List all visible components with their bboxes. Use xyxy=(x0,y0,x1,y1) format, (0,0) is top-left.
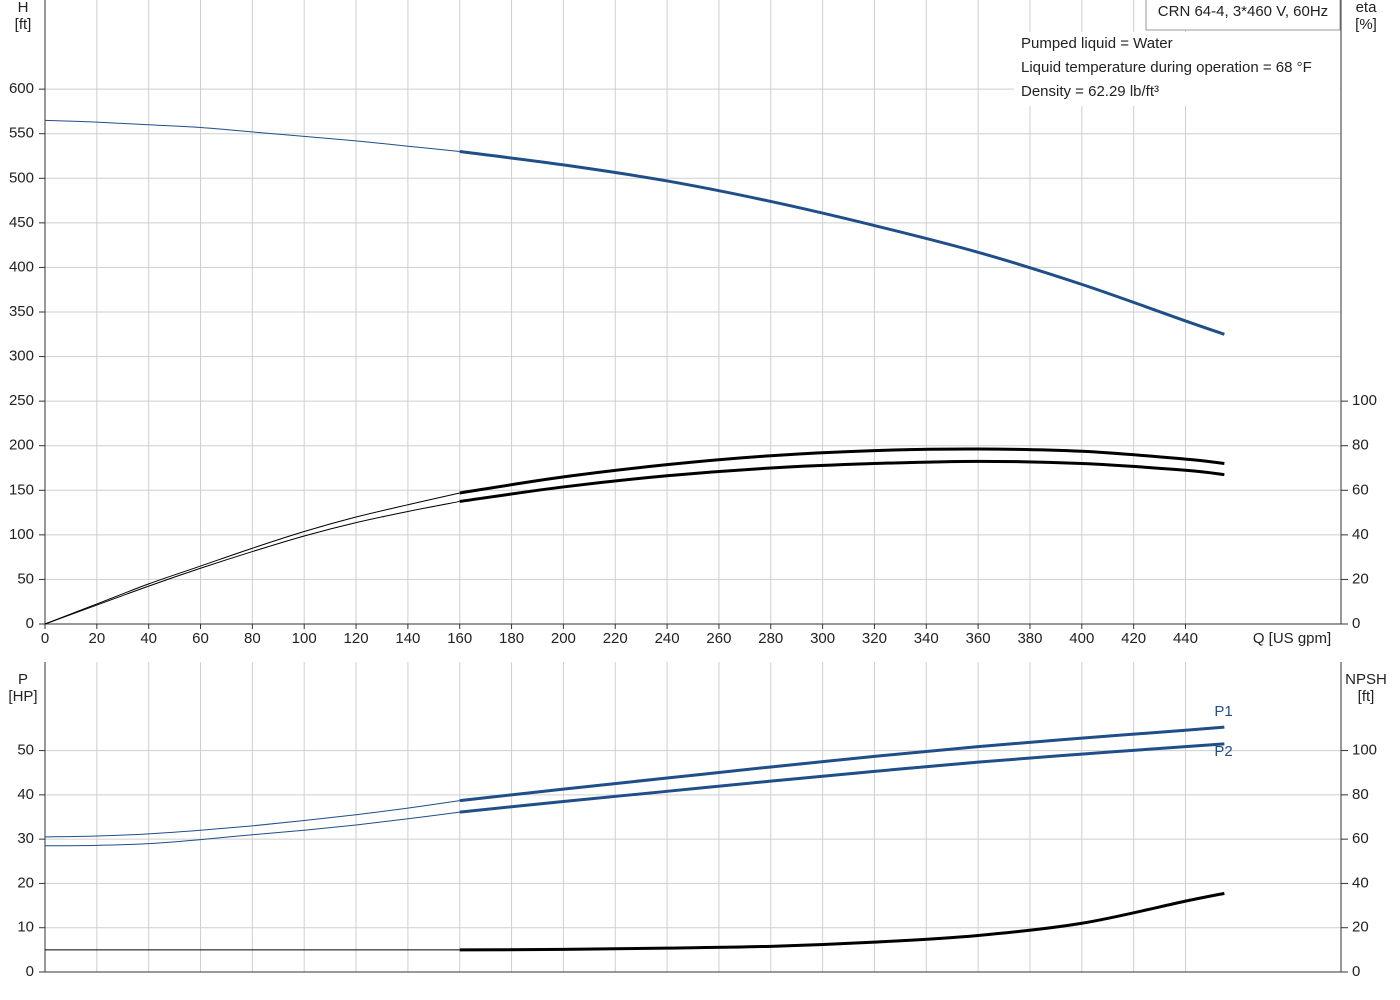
y2-tick-label: 100 xyxy=(1352,392,1377,409)
y-tick-label: 250 xyxy=(9,392,34,409)
y2-tick-label: 80 xyxy=(1352,786,1369,803)
y2-axis-label: NPSH xyxy=(1345,671,1387,688)
curve-thin xyxy=(44,800,460,838)
x-tick-label: 300 xyxy=(810,630,835,647)
y-tick-label: 200 xyxy=(9,437,34,454)
y-tick-label: 450 xyxy=(9,214,34,231)
curve-bold xyxy=(459,447,1225,495)
x-tick-label: 200 xyxy=(551,630,576,647)
y-tick-label: 40 xyxy=(17,786,34,803)
curve-thin xyxy=(44,119,460,153)
x-tick-label: 100 xyxy=(292,630,317,647)
x-tick-label: 120 xyxy=(344,630,369,647)
title-box xyxy=(1145,0,1341,31)
y2-tick-label: 20 xyxy=(1352,570,1369,587)
x-tick-label: 140 xyxy=(395,630,420,647)
annotation-box xyxy=(1014,32,1340,106)
curve-bold xyxy=(459,459,1225,503)
x-tick-label: 0 xyxy=(41,630,49,647)
annotation: Density = 62.29 lb/ft³ xyxy=(1021,83,1159,100)
y2-tick-label: 0 xyxy=(1352,615,1360,632)
curve-thin xyxy=(44,811,460,847)
annotation: Liquid temperature during operation = 68… xyxy=(1021,59,1312,76)
x-tick-label: 440 xyxy=(1173,630,1198,647)
x-tick-label: 80 xyxy=(244,630,261,647)
annotation: Pumped liquid = Water xyxy=(1021,35,1173,52)
y-tick-label: 10 xyxy=(17,919,34,936)
y2-tick-label: 80 xyxy=(1352,437,1369,454)
x-tick-label: 40 xyxy=(140,630,157,647)
x-tick-label: 400 xyxy=(1069,630,1094,647)
y-tick-label: 50 xyxy=(17,742,34,759)
y2-tick-label: 20 xyxy=(1352,919,1369,936)
y-tick-label: 400 xyxy=(9,258,34,275)
series-label: P2 xyxy=(1214,743,1232,760)
x-tick-label: 160 xyxy=(447,630,472,647)
x-tick-label: 240 xyxy=(655,630,680,647)
y2-tick-label: 0 xyxy=(1352,963,1360,980)
chart-title: CRN 64-4, 3*460 V, 60Hz xyxy=(1158,3,1328,20)
x-tick-label: 180 xyxy=(499,630,524,647)
x-tick-label: 420 xyxy=(1121,630,1146,647)
curve-thin xyxy=(44,500,460,625)
x-tick-label: 60 xyxy=(192,630,209,647)
y-tick-label: 150 xyxy=(9,481,34,498)
curve-bold xyxy=(459,150,1225,336)
x-tick-label: 260 xyxy=(706,630,731,647)
y-axis-label: [HP] xyxy=(8,688,37,705)
y2-tick-label: 40 xyxy=(1352,874,1369,891)
y2-tick-label: 60 xyxy=(1352,481,1369,498)
y-tick-label: 550 xyxy=(9,125,34,142)
curve-bold xyxy=(459,725,1225,803)
y2-tick-label: 40 xyxy=(1352,526,1369,543)
y-tick-label: 0 xyxy=(26,615,34,632)
y-tick-label: 30 xyxy=(17,830,34,847)
y2-tick-label: 100 xyxy=(1352,742,1377,759)
x-axis-label: Q [US gpm] xyxy=(1253,630,1331,647)
y2-tick-label: 60 xyxy=(1352,830,1369,847)
y-tick-label: 300 xyxy=(9,348,34,365)
y-tick-label: 20 xyxy=(17,874,34,891)
x-tick-label: 280 xyxy=(758,630,783,647)
y-tick-label: 0 xyxy=(26,963,34,980)
y-tick-label: 350 xyxy=(9,303,34,320)
x-tick-label: 360 xyxy=(966,630,991,647)
y-tick-label: 600 xyxy=(9,80,34,97)
curve-bold xyxy=(459,891,1225,952)
x-tick-label: 220 xyxy=(603,630,628,647)
y-tick-label: 50 xyxy=(17,570,34,587)
y2-axis-label: eta xyxy=(1356,0,1378,16)
x-tick-label: 320 xyxy=(862,630,887,647)
y2-axis-label: [ft] xyxy=(1358,688,1375,705)
y-tick-label: 100 xyxy=(9,526,34,543)
y-axis-label: [ft] xyxy=(15,16,32,33)
y-tick-label: 500 xyxy=(9,169,34,186)
y2-axis-label: [%] xyxy=(1355,16,1377,33)
x-tick-label: 380 xyxy=(1017,630,1042,647)
y-axis-label: H xyxy=(18,0,29,16)
curve-thin xyxy=(44,492,460,625)
x-tick-label: 340 xyxy=(914,630,939,647)
series-label: P1 xyxy=(1214,703,1232,720)
y-axis-label: P xyxy=(18,671,28,688)
x-tick-label: 20 xyxy=(88,630,105,647)
curve-bold xyxy=(459,742,1225,814)
